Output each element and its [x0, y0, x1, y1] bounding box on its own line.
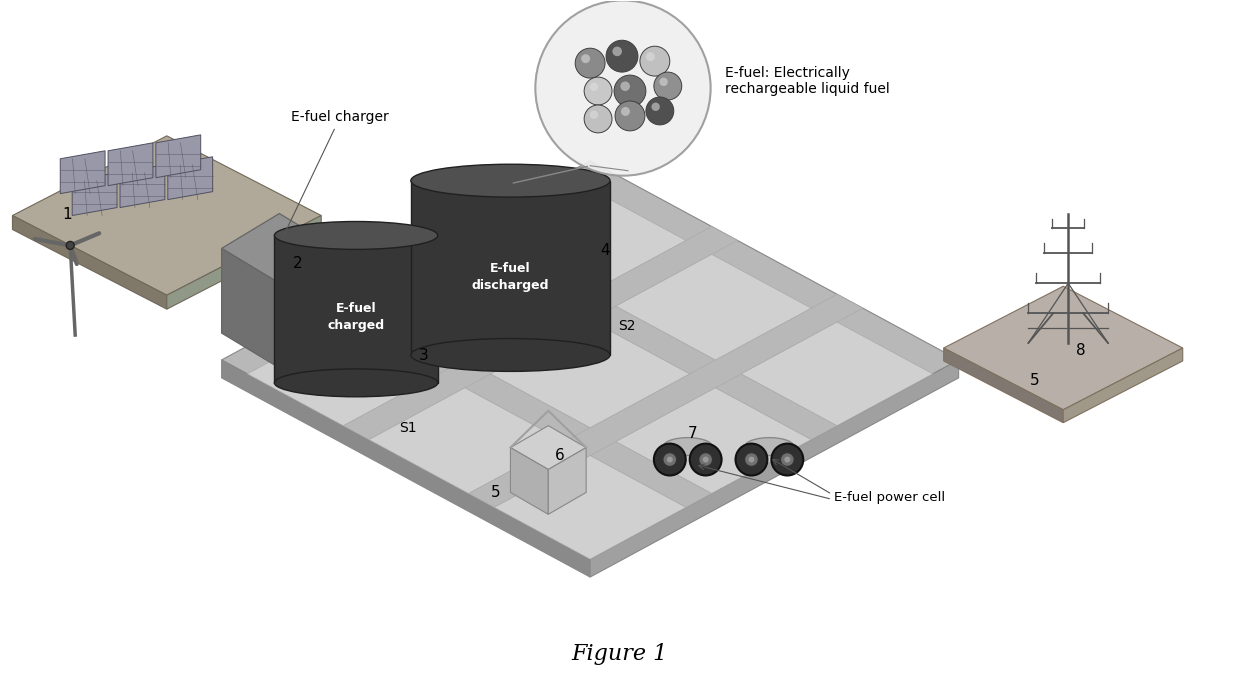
- Text: E-fuel: Electrically
rechargeable liquid fuel: E-fuel: Electrically rechargeable liquid…: [725, 66, 890, 96]
- Polygon shape: [468, 294, 862, 507]
- Text: 5: 5: [491, 485, 501, 500]
- Circle shape: [606, 40, 638, 72]
- Text: 8: 8: [1077, 343, 1085, 358]
- Circle shape: [646, 52, 655, 61]
- Circle shape: [615, 101, 644, 131]
- Polygon shape: [222, 214, 337, 283]
- Ellipse shape: [745, 437, 794, 455]
- Circle shape: [612, 46, 622, 56]
- Polygon shape: [369, 255, 564, 360]
- Polygon shape: [12, 215, 167, 309]
- Circle shape: [748, 457, 755, 462]
- Ellipse shape: [411, 164, 610, 197]
- Circle shape: [590, 111, 598, 119]
- Ellipse shape: [411, 338, 610, 372]
- Circle shape: [781, 453, 794, 466]
- Ellipse shape: [274, 221, 437, 249]
- Polygon shape: [944, 286, 1183, 410]
- Polygon shape: [944, 348, 1063, 423]
- Text: 7: 7: [688, 426, 698, 441]
- Polygon shape: [411, 181, 610, 355]
- Polygon shape: [12, 136, 321, 295]
- Circle shape: [663, 453, 676, 466]
- Circle shape: [690, 444, 721, 475]
- Polygon shape: [72, 173, 116, 215]
- Text: S1: S1: [399, 421, 416, 435]
- Polygon shape: [274, 235, 437, 383]
- Text: E-fuel charger: E-fuel charger: [282, 110, 389, 238]
- Text: E-fuel
discharged: E-fuel discharged: [472, 262, 549, 291]
- Polygon shape: [317, 294, 711, 507]
- Polygon shape: [741, 322, 933, 426]
- Circle shape: [652, 102, 660, 111]
- Text: 5: 5: [1031, 373, 1040, 388]
- Circle shape: [615, 75, 646, 107]
- Circle shape: [654, 444, 685, 475]
- Polygon shape: [549, 448, 586, 514]
- Polygon shape: [343, 226, 737, 439]
- Circle shape: [581, 54, 590, 63]
- Polygon shape: [494, 189, 686, 292]
- Polygon shape: [120, 165, 165, 208]
- Polygon shape: [616, 388, 812, 493]
- Circle shape: [584, 77, 612, 105]
- Text: 4: 4: [600, 244, 610, 258]
- Polygon shape: [222, 248, 279, 368]
- Circle shape: [590, 82, 598, 91]
- Text: 2: 2: [294, 256, 304, 271]
- Circle shape: [584, 105, 612, 133]
- Polygon shape: [590, 360, 959, 577]
- Polygon shape: [222, 161, 959, 559]
- Polygon shape: [494, 455, 686, 559]
- Circle shape: [646, 97, 674, 125]
- Circle shape: [772, 444, 803, 475]
- Circle shape: [535, 1, 711, 176]
- Text: Figure 1: Figure 1: [571, 643, 667, 665]
- Circle shape: [66, 242, 74, 249]
- Circle shape: [621, 107, 629, 116]
- Polygon shape: [156, 135, 201, 178]
- Circle shape: [621, 82, 629, 91]
- Circle shape: [654, 72, 681, 100]
- Text: 6: 6: [555, 448, 565, 462]
- Polygon shape: [491, 320, 690, 428]
- Polygon shape: [279, 248, 337, 368]
- Circle shape: [667, 457, 673, 462]
- Polygon shape: [369, 388, 564, 493]
- Circle shape: [703, 457, 709, 462]
- Polygon shape: [616, 255, 812, 360]
- Text: S2: S2: [618, 319, 636, 333]
- Polygon shape: [1063, 348, 1183, 423]
- Text: 1: 1: [62, 206, 72, 221]
- Polygon shape: [442, 226, 838, 439]
- Circle shape: [745, 453, 758, 466]
- Polygon shape: [510, 426, 586, 469]
- Circle shape: [736, 444, 767, 475]
- Circle shape: [699, 453, 712, 466]
- Polygon shape: [510, 448, 549, 514]
- Text: 3: 3: [419, 348, 429, 363]
- Polygon shape: [248, 322, 439, 426]
- Ellipse shape: [274, 369, 437, 397]
- Polygon shape: [61, 151, 105, 194]
- Circle shape: [659, 78, 668, 86]
- Polygon shape: [167, 157, 213, 199]
- Circle shape: [784, 457, 790, 462]
- Polygon shape: [108, 143, 152, 185]
- Circle shape: [575, 48, 605, 78]
- Text: E-fuel
charged: E-fuel charged: [327, 302, 384, 331]
- Ellipse shape: [663, 437, 712, 455]
- Polygon shape: [222, 360, 590, 577]
- Polygon shape: [167, 215, 321, 309]
- Text: E-fuel power cell: E-fuel power cell: [834, 491, 945, 504]
- Circle shape: [639, 46, 670, 76]
